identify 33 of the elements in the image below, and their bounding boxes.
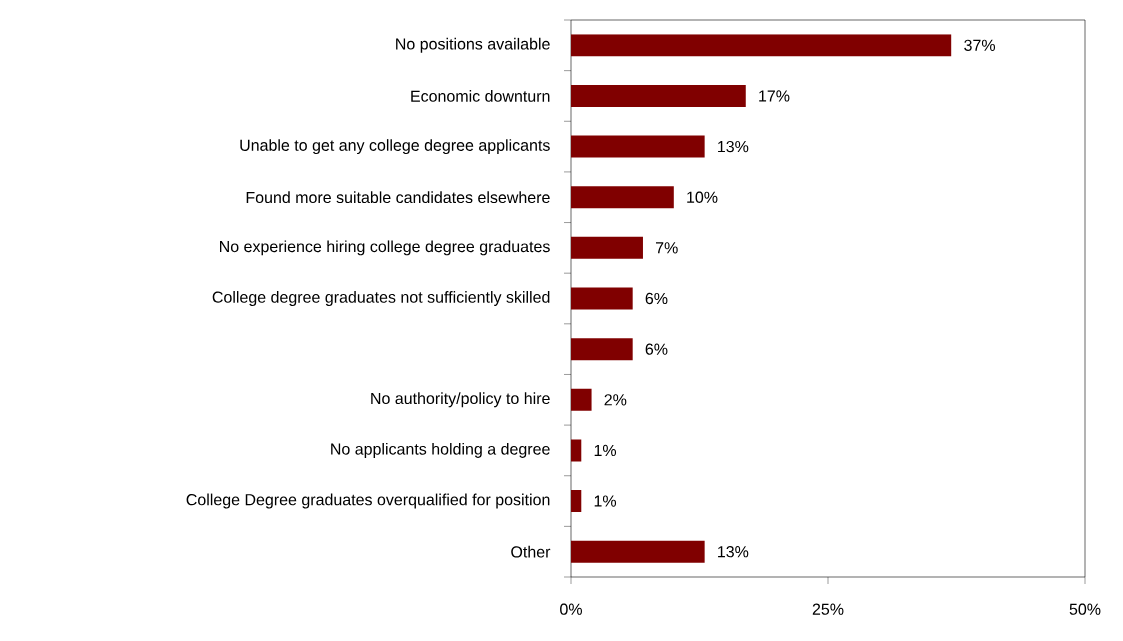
y-tick-label: No positions available (396, 37, 550, 53)
y-tick-label: Other (511, 545, 551, 558)
y-tick-label: No authority/policy to hire (371, 392, 550, 408)
data-label: 13% (718, 546, 749, 558)
data-label: 6% (645, 292, 668, 305)
bar (571, 388, 592, 411)
data-label: 7% (655, 242, 678, 254)
data-label: 1% (594, 495, 617, 507)
bar (571, 34, 952, 57)
y-tick-label: College Degree graduates overqualified for position (186, 493, 550, 509)
bar (571, 135, 705, 158)
bar (571, 236, 643, 259)
data-label: 37% (964, 39, 996, 51)
y-tick-label: Found more suitable candidates elsewhere (246, 191, 550, 204)
data-label: 17% (759, 90, 790, 102)
y-tick-label: College degree graduates not sufficiently skilled (212, 291, 550, 306)
y-tick-label: Unable to get any college degree applicants (240, 139, 550, 155)
y-tick-label: No applicants holding a degree (331, 442, 550, 458)
x-tick-label: 50% (1069, 603, 1101, 615)
y-tick-label: Economic downturn (411, 90, 550, 102)
bar (571, 338, 633, 361)
bar (571, 287, 633, 310)
bar (571, 540, 705, 563)
data-label: 1% (594, 444, 617, 457)
bar (571, 186, 674, 209)
x-tick-label: 25% (812, 603, 844, 615)
data-label: 10% (687, 191, 718, 203)
data-label: 2% (604, 394, 627, 406)
x-tick-label: 0% (560, 603, 582, 615)
data-label: 6% (645, 343, 668, 355)
data-label: 13% (718, 140, 749, 153)
bar (571, 84, 746, 107)
y-tick-label: No experience hiring college degree graduates (220, 240, 550, 256)
